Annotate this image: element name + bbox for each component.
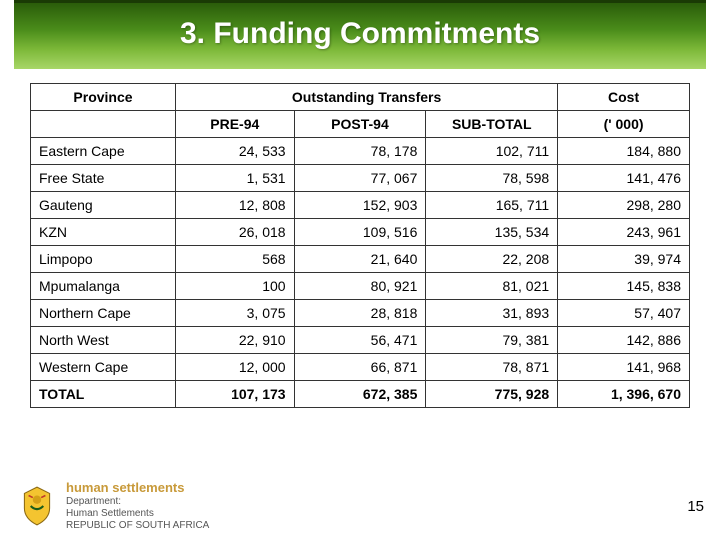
brand-name: human settlements: [66, 480, 209, 496]
cell-pre: 22, 910: [175, 327, 294, 354]
funding-table: Province Outstanding Transfers Cost PRE-…: [30, 83, 690, 408]
cell-pre: 12, 808: [175, 192, 294, 219]
logo-block: human settlements Department: Human Sett…: [16, 480, 209, 532]
table-row: Eastern Cape24, 53378, 178102, 711184, 8…: [31, 138, 690, 165]
cell-post: 28, 818: [294, 300, 426, 327]
slide-title: 3. Funding Commitments: [14, 17, 706, 51]
table-row: Free State1, 53177, 06778, 598141, 476: [31, 165, 690, 192]
cell-post: 109, 516: [294, 219, 426, 246]
header-outstanding: Outstanding Transfers: [175, 84, 557, 111]
cell-province: North West: [31, 327, 176, 354]
cell-cost: 57, 407: [558, 300, 690, 327]
cell-sub: 78, 871: [426, 354, 558, 381]
cell-pre: 12, 000: [175, 354, 294, 381]
cell-pre: 1, 531: [175, 165, 294, 192]
table-row: Mpumalanga10080, 92181, 021145, 838: [31, 273, 690, 300]
cell-post: 80, 921: [294, 273, 426, 300]
cell-post: 66, 871: [294, 354, 426, 381]
cell-sub: 22, 208: [426, 246, 558, 273]
cell-sub: 165, 711: [426, 192, 558, 219]
cell-cost: 298, 280: [558, 192, 690, 219]
header-cost: Cost: [558, 84, 690, 111]
cell-sub: 81, 021: [426, 273, 558, 300]
cell-cost: 184, 880: [558, 138, 690, 165]
header-blank: [31, 111, 176, 138]
cell-pre: 568: [175, 246, 294, 273]
cell-province: KZN: [31, 219, 176, 246]
cell-pre: 24, 533: [175, 138, 294, 165]
header-subtotal: SUB-TOTAL: [426, 111, 558, 138]
department-text: human settlements Department: Human Sett…: [66, 480, 209, 532]
page-number: 15: [687, 498, 704, 515]
dept-line-2: Human Settlements: [66, 508, 209, 520]
cell-cost: 142, 886: [558, 327, 690, 354]
cell-province: Mpumalanga: [31, 273, 176, 300]
cell-sub: 78, 598: [426, 165, 558, 192]
cell-cost: 145, 838: [558, 273, 690, 300]
table-row-total: TOTAL107, 173672, 385775, 9281, 396, 670: [31, 381, 690, 408]
table-row: North West22, 91056, 47179, 381142, 886: [31, 327, 690, 354]
cell-post: 56, 471: [294, 327, 426, 354]
cell-province: Free State: [31, 165, 176, 192]
table-body: Eastern Cape24, 53378, 178102, 711184, 8…: [31, 138, 690, 408]
cell-total-pre: 107, 173: [175, 381, 294, 408]
cell-post: 21, 640: [294, 246, 426, 273]
dept-line-3: REPUBLIC OF SOUTH AFRICA: [66, 520, 209, 532]
cell-province: Gauteng: [31, 192, 176, 219]
cell-province: Western Cape: [31, 354, 176, 381]
cell-cost: 39, 974: [558, 246, 690, 273]
table-header-row-2: PRE-94 POST-94 SUB-TOTAL (' 000): [31, 111, 690, 138]
cell-total-cost: 1, 396, 670: [558, 381, 690, 408]
cell-sub: 31, 893: [426, 300, 558, 327]
cell-sub: 135, 534: [426, 219, 558, 246]
cell-post: 77, 067: [294, 165, 426, 192]
cell-cost: 243, 961: [558, 219, 690, 246]
cell-post: 78, 178: [294, 138, 426, 165]
cell-province: Eastern Cape: [31, 138, 176, 165]
cell-pre: 100: [175, 273, 294, 300]
header-post94: POST-94: [294, 111, 426, 138]
cell-total-post: 672, 385: [294, 381, 426, 408]
header-cost-unit: (' 000): [558, 111, 690, 138]
header-pre94: PRE-94: [175, 111, 294, 138]
dept-line-1: Department:: [66, 496, 209, 508]
table-row: KZN26, 018109, 516135, 534243, 961: [31, 219, 690, 246]
cell-province: Limpopo: [31, 246, 176, 273]
cell-total-label: TOTAL: [31, 381, 176, 408]
cell-province: Northern Cape: [31, 300, 176, 327]
cell-sub: 102, 711: [426, 138, 558, 165]
header-province: Province: [31, 84, 176, 111]
table-row: Limpopo56821, 64022, 20839, 974: [31, 246, 690, 273]
table-header-row-1: Province Outstanding Transfers Cost: [31, 84, 690, 111]
title-bar: 3. Funding Commitments: [14, 0, 706, 69]
cell-pre: 3, 075: [175, 300, 294, 327]
coat-of-arms-icon: [16, 485, 58, 527]
table-container: Province Outstanding Transfers Cost PRE-…: [0, 69, 720, 408]
table-row: Northern Cape3, 07528, 81831, 89357, 407: [31, 300, 690, 327]
cell-sub: 79, 381: [426, 327, 558, 354]
cell-pre: 26, 018: [175, 219, 294, 246]
cell-post: 152, 903: [294, 192, 426, 219]
cell-total-sub: 775, 928: [426, 381, 558, 408]
cell-cost: 141, 968: [558, 354, 690, 381]
cell-cost: 141, 476: [558, 165, 690, 192]
table-row: Gauteng12, 808152, 903165, 711298, 280: [31, 192, 690, 219]
table-row: Western Cape12, 00066, 87178, 871141, 96…: [31, 354, 690, 381]
slide-footer: human settlements Department: Human Sett…: [16, 480, 704, 532]
